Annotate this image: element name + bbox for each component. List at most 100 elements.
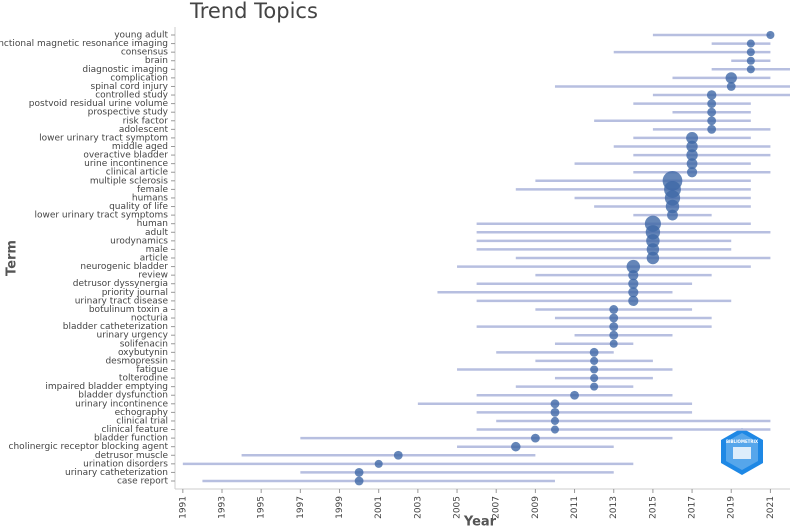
median-point (707, 99, 717, 109)
y-tick-label: postvoid residual urine volume (29, 99, 169, 109)
median-point (686, 167, 698, 178)
y-tick-label: urine incontinence (84, 159, 168, 169)
y-tick-label: fatigue (136, 365, 168, 375)
x-tick-label: 1991 (178, 496, 188, 519)
median-point (646, 243, 660, 256)
median-point (707, 107, 717, 117)
y-tick-label: clinical article (106, 168, 169, 178)
y-tick-label: case report (117, 477, 169, 487)
median-point (628, 270, 639, 281)
y-tick-label: urinary urgency (97, 331, 169, 341)
y-tick-label: complication (110, 73, 168, 83)
median-point (374, 459, 383, 468)
median-point (609, 330, 619, 340)
median-point (746, 56, 755, 65)
median-point (530, 433, 540, 443)
y-tick-label: consensus (121, 48, 168, 58)
median-point (590, 365, 599, 374)
y-tick-label: diagnostic imaging (82, 65, 168, 75)
x-tick-label: 1993 (218, 496, 228, 519)
y-tick-label: lower urinary tract symptom (39, 133, 168, 143)
median-point (665, 199, 680, 214)
y-tick-label: multiple sclerosis (90, 176, 168, 186)
median-point (726, 82, 736, 91)
y-tick-label: botulinum toxin a (89, 305, 168, 315)
y-tick-label: female (137, 185, 168, 195)
y-tick-label: bladder function (94, 434, 168, 444)
median-point (550, 407, 560, 417)
median-point (354, 468, 364, 477)
median-point (628, 287, 639, 298)
y-tick-label: quality of life (109, 202, 168, 212)
x-tick-label: 1995 (257, 496, 267, 519)
y-tick-label: impaired bladder emptying (45, 382, 168, 392)
median-point (626, 259, 641, 274)
y-tick-label: urinary tract disease (75, 296, 169, 306)
x-tick-label: 2013 (609, 496, 619, 519)
y-tick-label: urinary catheterization (65, 468, 168, 478)
median-point (686, 140, 698, 153)
median-point (667, 209, 678, 221)
y-tick-label: urination disorders (83, 459, 168, 469)
median-point (746, 39, 755, 48)
median-point (686, 158, 698, 170)
y-tick-label: lower urinary tract symptoms (34, 211, 168, 221)
median-point (550, 399, 560, 409)
x-tick-label: 1999 (335, 496, 345, 519)
median-point (511, 441, 521, 452)
y-tick-label: humans (132, 193, 168, 203)
x-axis-title: Year (463, 515, 497, 530)
y-tick-label: echography (115, 408, 169, 418)
y-tick-label: solifenacin (120, 339, 168, 349)
median-point (725, 72, 737, 84)
median-point (570, 390, 579, 400)
x-tick-label: 2001 (374, 496, 384, 519)
x-tick-label: 2017 (688, 496, 698, 519)
x-tick-label: 2019 (727, 496, 737, 519)
x-tick-label: 2011 (570, 496, 580, 519)
y-tick-label: priority journal (102, 288, 168, 298)
y-tick-label: prospective study (88, 108, 169, 118)
x-tick-label: 2007 (492, 496, 502, 519)
y-tick-label: oxybutynin (118, 348, 168, 358)
median-point (746, 65, 755, 74)
y-tick-label: bladder catheterization (63, 322, 168, 332)
median-point (590, 382, 599, 391)
median-point (686, 131, 699, 144)
median-point (550, 425, 559, 434)
x-tick-label: 2005 (453, 496, 463, 519)
y-tick-label: adolescent (119, 125, 169, 135)
y-tick-label: neurogenic bladder (80, 262, 168, 272)
y-tick-label: adult (145, 228, 168, 238)
y-tick-label: article (140, 254, 169, 264)
y-tick-label: human (137, 219, 168, 229)
y-tick-label: risk factor (123, 116, 169, 126)
x-tick-label: 1997 (296, 496, 306, 519)
x-tick-label: 2021 (766, 496, 776, 519)
y-tick-label: brain (145, 56, 168, 66)
x-tick-label: 2015 (648, 496, 658, 519)
median-point (628, 278, 639, 289)
y-tick-label: male (146, 245, 169, 255)
logo: BIBLIOMETRIX (721, 428, 763, 475)
median-point (609, 313, 619, 323)
y-axis-title: Term (5, 240, 20, 276)
median-point (590, 374, 599, 383)
median-point (706, 90, 717, 100)
median-point (609, 322, 619, 332)
median-point (707, 124, 717, 134)
y-tick-label: middle aged (112, 142, 168, 152)
y-tick-label: desmopressin (105, 356, 168, 366)
x-tick-label: 2003 (413, 496, 423, 519)
chart-title: Trend Topics (189, 0, 318, 23)
y-tick-label: clinical trial (116, 416, 168, 426)
y-tick-label: tolterodine (119, 374, 169, 384)
y-tick-label: functional magnetic resonance imaging (0, 39, 168, 49)
y-tick-label: young adult (114, 31, 168, 41)
y-tick-label: spinal cord injury (91, 82, 169, 92)
logo-text: BIBLIOMETRIX (726, 439, 758, 444)
y-tick-label: bladder dysfunction (78, 391, 168, 401)
median-point (589, 347, 599, 357)
median-point (609, 339, 618, 348)
